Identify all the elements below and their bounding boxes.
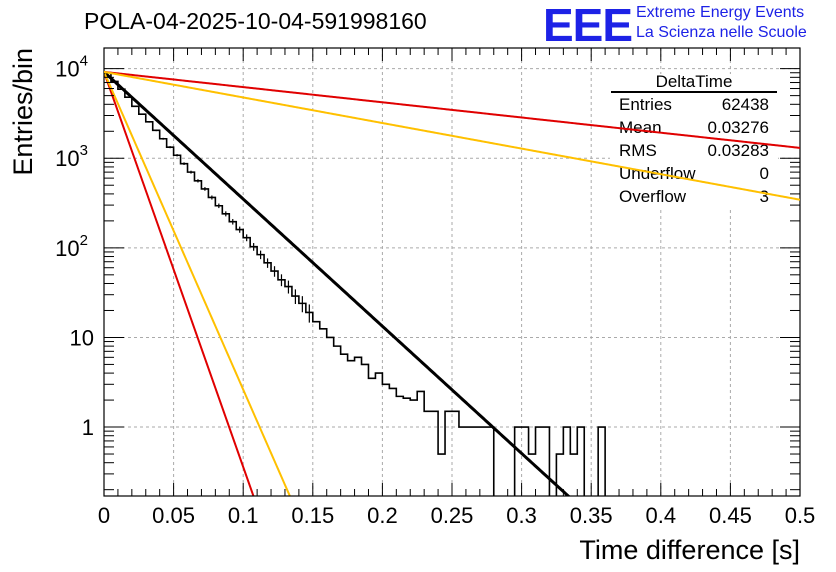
y-tick-labels: 1 10 102 103 104 [55,53,94,440]
stats-label-mean: Mean [619,118,662,137]
fit-curves [104,70,571,496]
curve-yellow-steep [104,71,291,496]
x-tick-label: 0.35 [570,503,613,528]
stats-value-mean: 0.03276 [708,118,769,137]
x-tick-label: 0.15 [291,503,334,528]
y-axis-ticks [104,68,800,491]
x-tick-label: 0.25 [431,503,474,528]
curve-red-shallow [104,70,800,149]
histogram [104,71,606,496]
x-tick-label: 0.4 [646,503,677,528]
stats-label-rms: RMS [619,141,657,160]
y-tick-label: 102 [55,232,88,261]
overlay-curves [104,70,800,201]
y-axis-title: Entries/bin [8,48,38,176]
stats-title: DeltaTime [656,72,733,91]
logo-caption-line2: La Scienza nelle Scuole [636,24,807,41]
x-axis-ticks [103,48,801,496]
stats-value-underflow: 0 [760,164,769,183]
stats-value-overflow: 3 [760,187,769,206]
curve-red-steep [104,71,255,496]
stats-label-overflow: Overflow [619,187,687,206]
x-tick-label: 0 [98,503,110,528]
stats-box-background [610,74,778,208]
logo-caption-line1: Extreme Energy Events [636,4,805,21]
x-tick-label: 0.5 [785,503,816,528]
x-axis-title: Time difference [s] [579,535,800,565]
x-tick-label: 0.2 [367,503,398,528]
eee-logo: EEE [543,0,633,51]
curve-exponential-fit [104,70,571,496]
y-tick-label: 104 [55,53,88,82]
chart-title: POLA-04-2025-10-04-591998160 [84,8,427,34]
stats-value-entries: 62438 [722,95,769,114]
x-tick-label: 0.1 [228,503,259,528]
stats-box: DeltaTime Entries 62438 Mean 0.03276 RMS… [610,72,778,208]
y-tick-label: 10 [70,325,94,350]
curve-yellow-shallow [104,70,800,201]
stats-value-rms: 0.03283 [708,141,769,160]
x-tick-label: 0.45 [709,503,752,528]
logo-caption: Extreme Energy Events La Scienza nelle S… [636,3,807,43]
y-tick-label: 103 [55,142,88,171]
x-tick-label: 0.3 [506,503,537,528]
x-tick-label: 0.05 [152,503,195,528]
stats-label-entries: Entries [619,95,672,114]
y-tick-label: 1 [82,415,94,440]
histogram-outline [104,71,606,496]
x-tick-labels: 0 0.05 0.1 0.15 0.2 0.25 0.3 0.35 0.4 0.45 0.5 [98,503,815,528]
